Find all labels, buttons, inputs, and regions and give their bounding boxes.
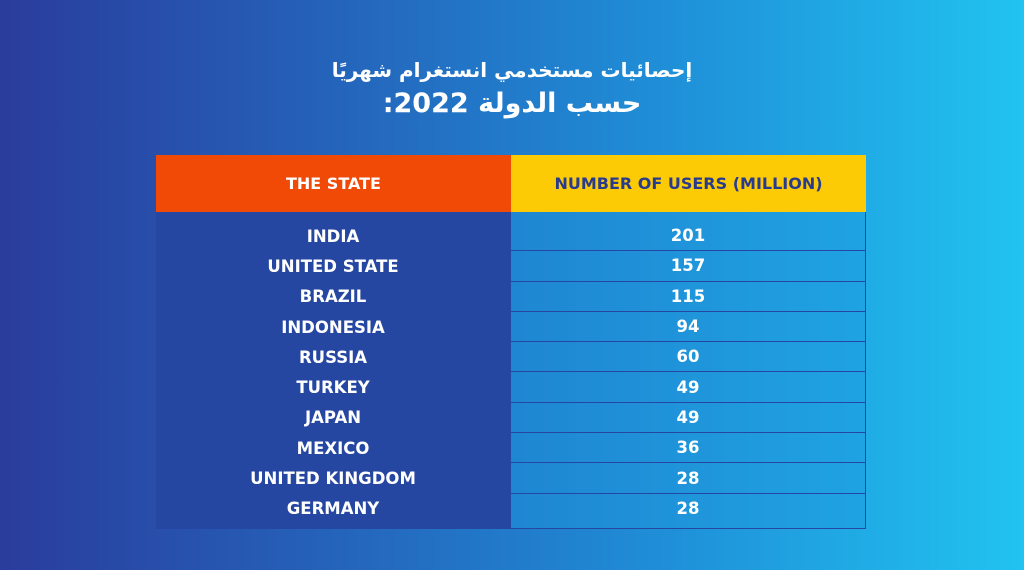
header-users: NUMBER OF USERS (MILLION) [511,155,866,212]
state-cell: UNITED KINGDOM [250,469,416,489]
users-cell: 201 [511,221,865,252]
state-column: INDIA UNITED STATE BRAZIL INDONESIA RUSSIA TU… [156,212,510,529]
users-cell: 94 [511,312,865,343]
state-cell: UNITED STATE [267,256,399,276]
state-cell: MEXICO [296,438,370,458]
users-cell: 157 [511,251,865,282]
title-line-2: حسب الدولة 2022: [382,88,642,119]
title-line-1: إحصائيات مستخدمي انستغرام شهريًا [331,58,693,82]
header-state: THE STATE [156,155,511,212]
state-cell: RUSSIA [298,347,368,367]
users-table: THE STATE NUMBER OF USERS (MILLION) INDI… [156,155,866,529]
state-cell: BRAZIL [299,287,367,307]
state-cell: JAPAN [304,408,362,428]
state-cell: INDONESIA [281,317,385,337]
state-cell: TURKEY [296,378,370,398]
users-column: 201 157 115 94 60 49 49 36 28 28 [510,212,866,529]
state-cell: INDIA [306,226,360,246]
users-cell: 36 [511,433,865,464]
users-cell: 49 [511,403,865,434]
users-cell: 28 [511,463,865,494]
state-cell: GERMANY [286,499,380,519]
users-cell: 28 [676,499,700,519]
users-cell: 115 [511,282,865,312]
table-header: THE STATE NUMBER OF USERS (MILLION) [156,155,866,212]
users-cell: 60 [511,342,865,373]
users-cell: 49 [511,372,865,403]
